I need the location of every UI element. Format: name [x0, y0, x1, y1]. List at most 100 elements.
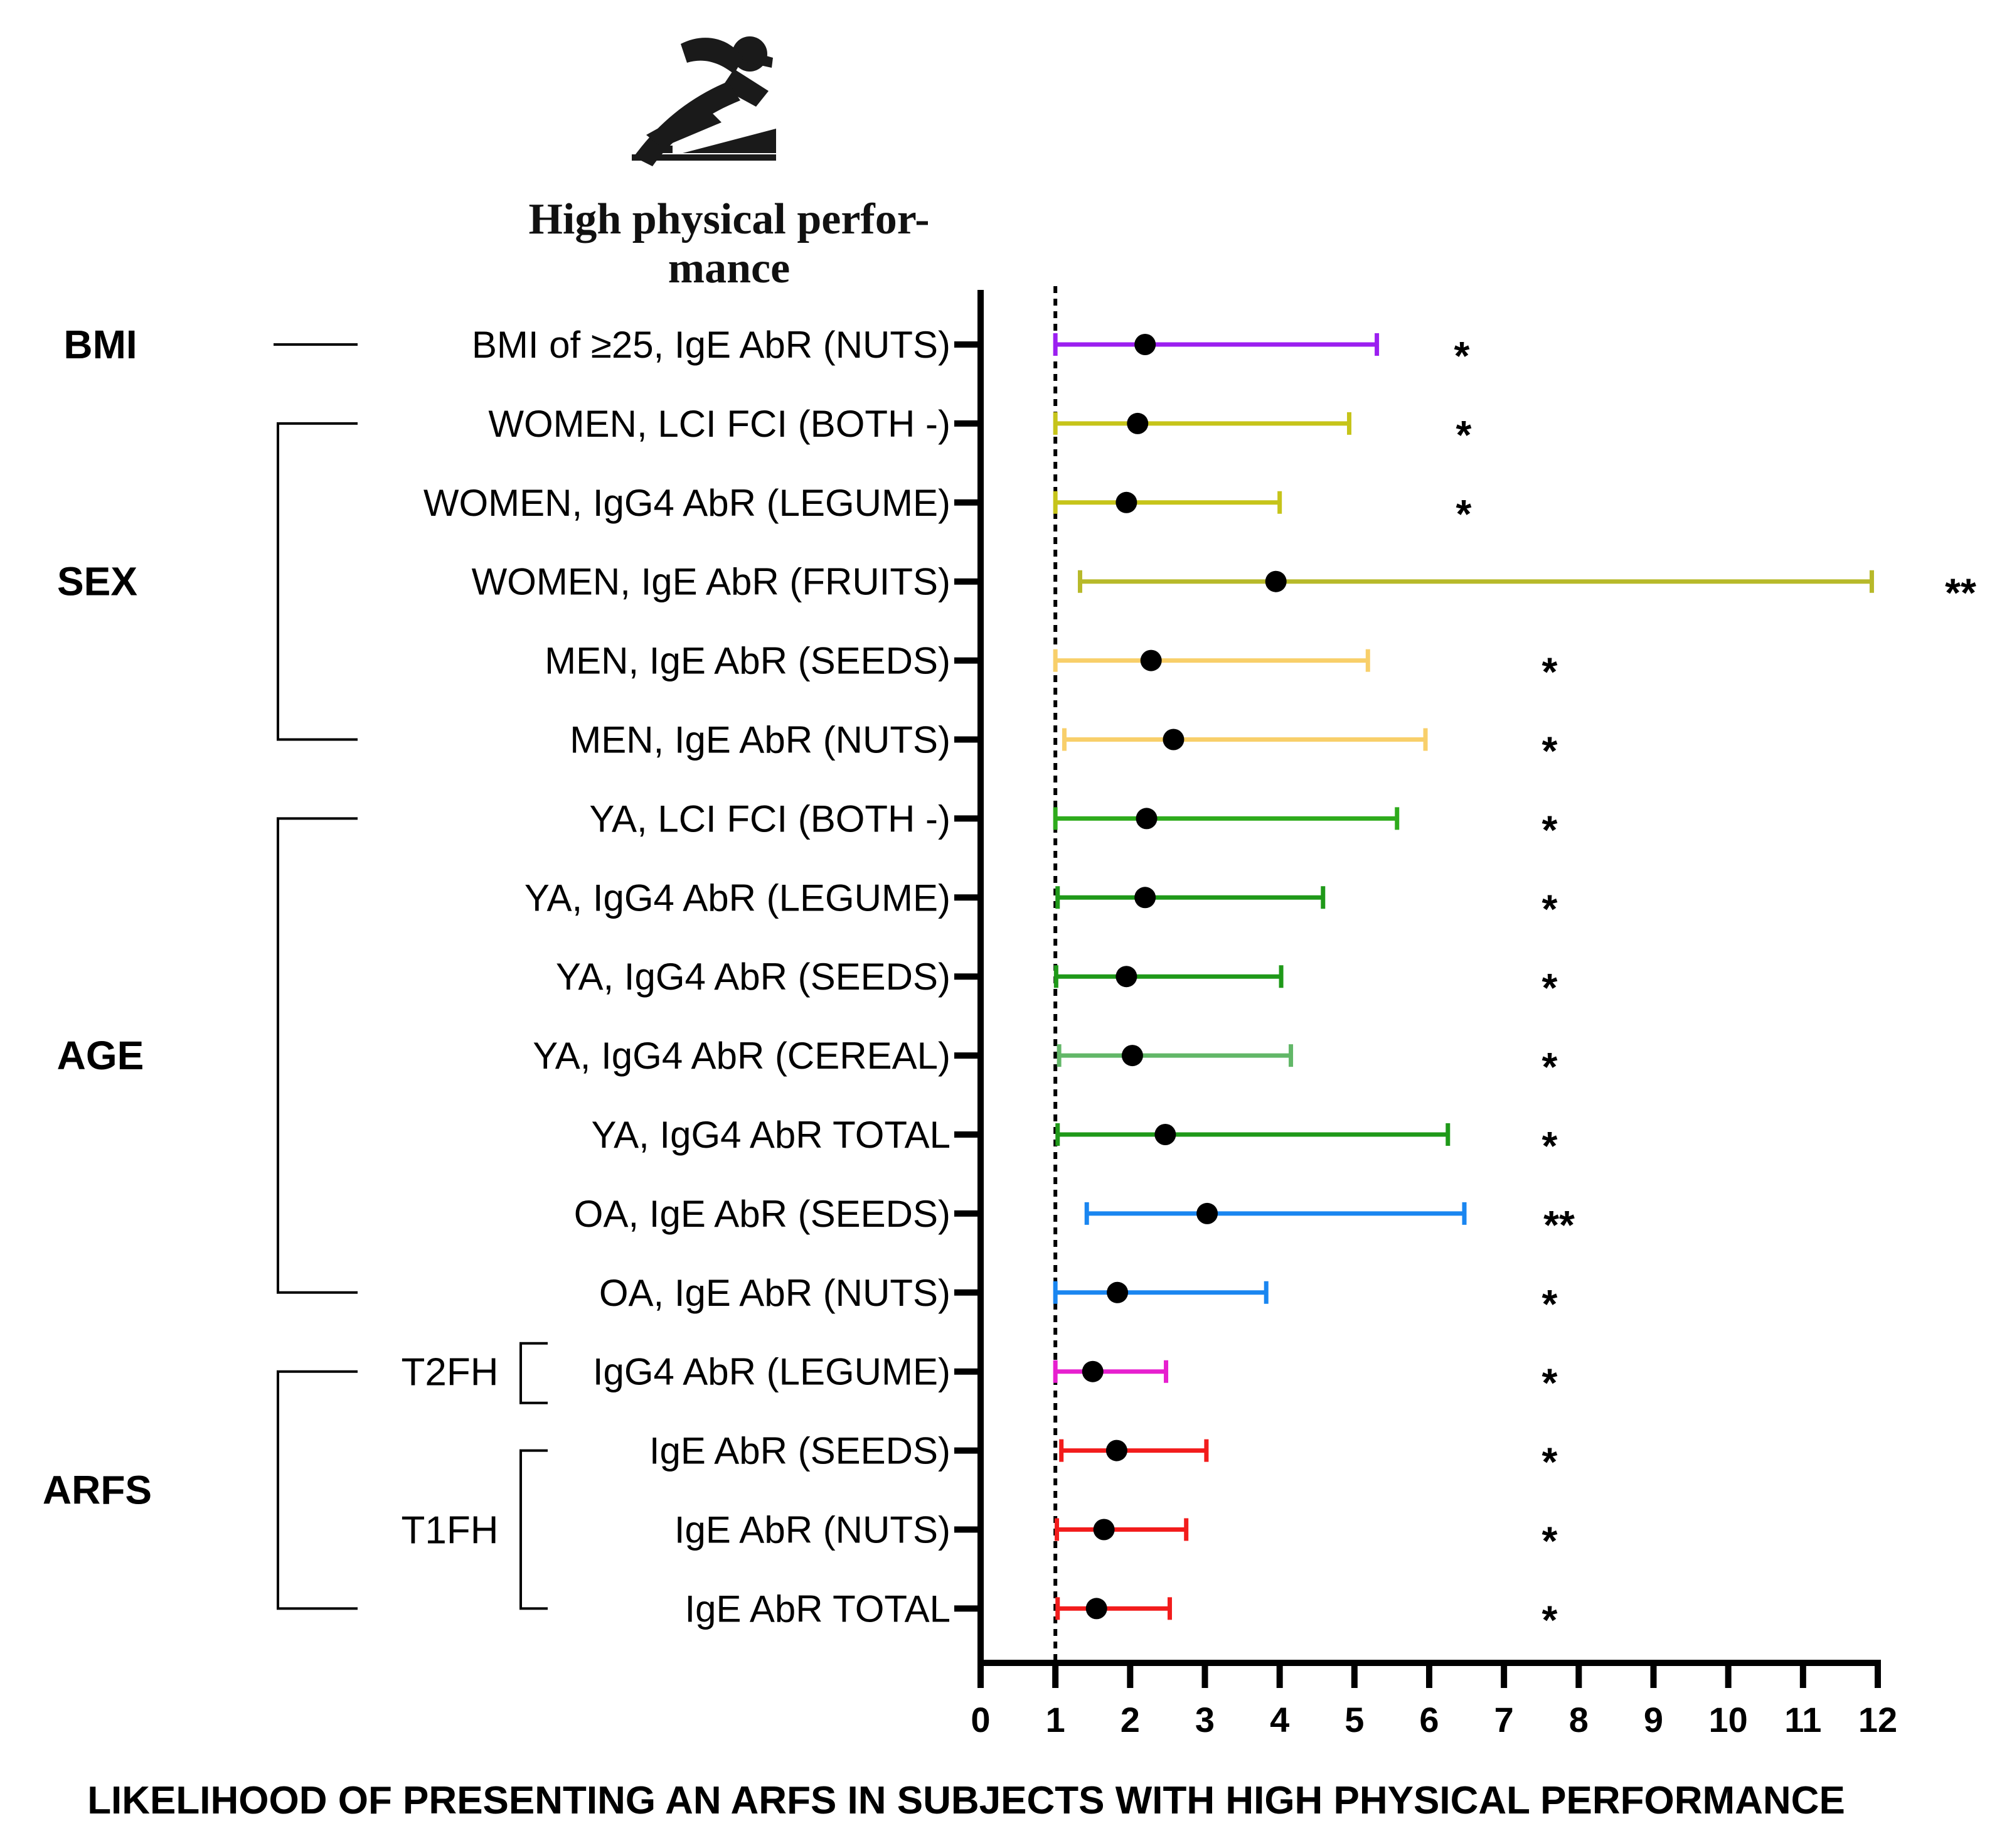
significance-marker: **	[1945, 570, 1976, 616]
subgroup-bracket	[519, 1342, 548, 1404]
forest-row: YA, IgG4 AbR TOTAL *	[592, 1114, 1558, 1168]
significance-marker: *	[1542, 1519, 1558, 1564]
row-label: WOMEN, IgE AbR (FRUITS)	[472, 561, 950, 603]
subgroup-label-t2fh: T2FH	[402, 1351, 499, 1394]
forest-row: MEN, IgE AbR (NUTS) *	[570, 719, 1557, 774]
significance-marker: *	[1456, 412, 1472, 457]
forest-row: IgE AbR (NUTS) *	[674, 1509, 1558, 1564]
point-estimate	[1115, 966, 1137, 988]
point-estimate	[1085, 1598, 1107, 1620]
subgroup-bracket	[519, 1449, 548, 1610]
point-estimate	[1265, 570, 1287, 592]
point-estimate	[1105, 1439, 1127, 1461]
point-estimate	[1140, 649, 1162, 671]
significance-marker: *	[1542, 807, 1558, 852]
title-line: mance	[668, 244, 790, 292]
row-label: MEN, IgE AbR (SEEDS)	[545, 640, 950, 682]
x-tick-label: 11	[1784, 1700, 1821, 1739]
point-estimate	[1127, 412, 1149, 434]
x-tick-label: 1	[1046, 1700, 1065, 1739]
title-line: High physical perfor-	[528, 195, 929, 243]
forest-rows: BMI of ≥25, IgE AbR (NUTS) *WOMEN, LCI FC…	[423, 324, 1976, 1642]
x-tick-label: 5	[1344, 1700, 1364, 1739]
row-label: YA, IgG4 AbR TOTAL	[592, 1114, 951, 1156]
forest-row: OA, IgE AbR (NUTS) *	[599, 1272, 1558, 1327]
row-label: YA, IgG4 AbR (CEREAL)	[533, 1035, 950, 1077]
forest-row: OA, IgE AbR (SEEDS) **	[574, 1193, 1575, 1247]
group-label-sex: SEX	[57, 559, 137, 604]
significance-marker: *	[1542, 965, 1558, 1010]
x-tick-label: 4	[1270, 1700, 1289, 1739]
x-tick-label: 0	[971, 1700, 990, 1739]
point-estimate	[1121, 1045, 1143, 1067]
x-axis-label: LIKELIHOOD OF PRESENTING AN ARFS IN SUBJ…	[87, 1779, 1845, 1822]
forest-row: IgE AbR TOTAL *	[684, 1588, 1557, 1642]
significance-marker: *	[1542, 1439, 1558, 1485]
forest-row: WOMEN, LCI FCI (BOTH -) *	[488, 403, 1471, 457]
point-estimate	[1154, 1124, 1176, 1145]
significance-marker: *	[1542, 1044, 1558, 1089]
row-label: MEN, IgE AbR (NUTS)	[570, 719, 950, 761]
point-estimate	[1093, 1519, 1115, 1541]
row-label: YA, LCI FCI (BOTH -)	[589, 798, 950, 840]
forest-row: YA, LCI FCI (BOTH -) *	[589, 798, 1557, 852]
significance-marker: *	[1542, 1281, 1558, 1327]
forest-row: IgE AbR (SEEDS) *	[649, 1430, 1558, 1485]
group-label-bmi: BMI	[63, 322, 137, 367]
significance-marker: *	[1542, 886, 1558, 931]
x-tick-label: 12	[1858, 1700, 1897, 1739]
significance-marker: *	[1454, 333, 1470, 378]
significance-marker: *	[1542, 729, 1558, 774]
row-label: IgG4 AbR (LEGUME)	[593, 1351, 950, 1393]
group-bracket	[277, 817, 358, 1294]
group-label-arfs: ARFS	[43, 1468, 152, 1513]
forest-row: WOMEN, IgE AbR (FRUITS) **	[472, 561, 1976, 616]
row-label: YA, IgG4 AbR (LEGUME)	[524, 877, 950, 919]
row-label: OA, IgE AbR (SEEDS)	[574, 1193, 950, 1235]
row-label: BMI of ≥25, IgE AbR (NUTS)	[472, 324, 950, 366]
x-tick-label: 9	[1644, 1700, 1663, 1739]
x-tick-label: 7	[1494, 1700, 1514, 1739]
row-label: IgE AbR (SEEDS)	[649, 1430, 950, 1472]
point-estimate	[1134, 887, 1156, 909]
chart-title: High physical perfor-mance	[528, 195, 929, 292]
significance-marker: *	[1542, 1360, 1558, 1406]
point-estimate	[1107, 1281, 1129, 1303]
row-label: OA, IgE AbR (NUTS)	[599, 1272, 950, 1314]
x-tick-label: 8	[1569, 1700, 1589, 1739]
row-label: WOMEN, LCI FCI (BOTH -)	[488, 403, 950, 445]
point-estimate	[1134, 334, 1156, 355]
x-tick-label: 6	[1419, 1700, 1439, 1739]
point-estimate	[1196, 1202, 1218, 1224]
significance-marker: *	[1542, 649, 1558, 695]
forest-row: BMI of ≥25, IgE AbR (NUTS) *	[472, 324, 1470, 378]
significance-marker: **	[1543, 1202, 1575, 1247]
forest-row: MEN, IgE AbR (SEEDS) *	[545, 640, 1557, 695]
x-tick-label: 10	[1709, 1700, 1748, 1739]
forest-row: IgG4 AbR (LEGUME) *	[593, 1351, 1558, 1406]
group-bracket	[277, 422, 358, 741]
subgroup-label-t1fh: T1FH	[402, 1509, 499, 1552]
runner-icon	[632, 36, 776, 166]
row-label: IgE AbR (NUTS)	[674, 1509, 950, 1551]
significance-marker: *	[1542, 1123, 1558, 1168]
significance-marker: *	[1542, 1597, 1558, 1642]
group-brackets: BMI SEX AGE ARFS T2FH T1FH	[43, 322, 548, 1610]
row-label: YA, IgG4 AbR (SEEDS)	[556, 956, 950, 998]
row-label: WOMEN, IgG4 AbR (LEGUME)	[423, 482, 950, 524]
forest-row: YA, IgG4 AbR (SEEDS) *	[556, 956, 1558, 1010]
forest-row: YA, IgG4 AbR (LEGUME) *	[524, 877, 1558, 931]
forest-row: WOMEN, IgG4 AbR (LEGUME) *	[423, 482, 1472, 537]
point-estimate	[1115, 491, 1137, 513]
group-label-age: AGE	[57, 1033, 144, 1078]
group-bracket	[277, 1370, 358, 1610]
point-estimate	[1136, 808, 1158, 830]
x-tick-label: 3	[1195, 1700, 1215, 1739]
significance-marker: *	[1456, 491, 1472, 537]
point-estimate	[1082, 1360, 1104, 1382]
point-estimate	[1163, 729, 1185, 750]
row-label: IgE AbR TOTAL	[684, 1588, 950, 1630]
forest-row: YA, IgG4 AbR (CEREAL) *	[533, 1035, 1557, 1089]
